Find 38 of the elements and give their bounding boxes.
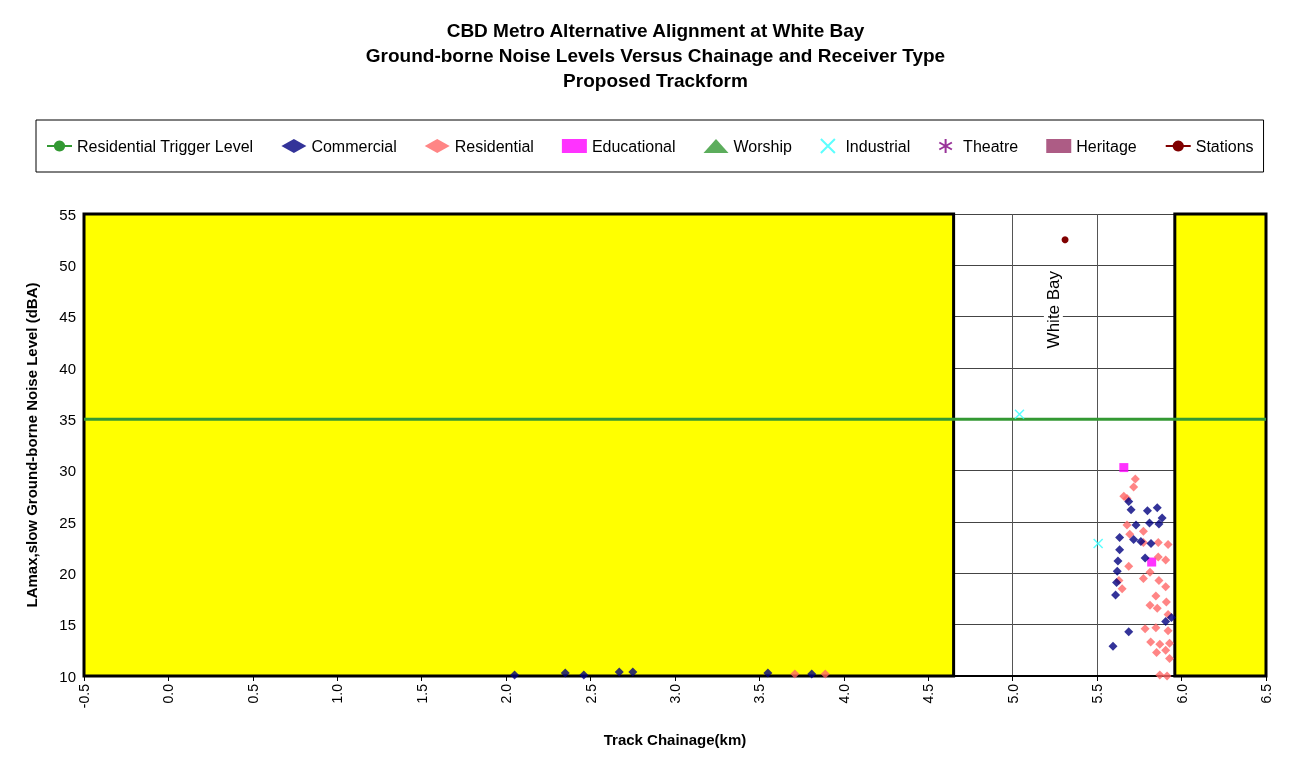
x-axis-title: Track Chainage(km)	[603, 731, 747, 748]
y-tick-label: 55	[59, 205, 76, 223]
x-tick-label: 1.5	[413, 683, 430, 704]
legend-label: Worship	[733, 137, 792, 155]
x-tick-label: -0.5	[76, 683, 92, 709]
y-tick-label: 50	[59, 256, 76, 274]
y-tick-label: 15	[59, 616, 76, 634]
y-tick-label: 25	[59, 513, 76, 531]
x-tick-label: 3.0	[667, 683, 683, 704]
y-tick-label: 10	[59, 667, 76, 685]
y-tick-label: 40	[59, 359, 76, 377]
y-tick-label: 35	[59, 410, 76, 428]
y-axis-title: LAmax,slow Ground-borne Noise Level (dBA)	[23, 282, 40, 608]
legend-label: Commercial	[311, 137, 397, 155]
y-tick-label: 45	[59, 308, 76, 326]
legend-label: Theatre	[963, 137, 1019, 155]
x-tick-label: 5.0	[1004, 683, 1021, 704]
x-tick-label: 2.0	[498, 683, 515, 704]
x-tick-label: 3.5	[751, 683, 768, 704]
y-tick-label: 20	[59, 564, 76, 582]
legend-label: Residential	[454, 137, 534, 155]
x-tick-label: 6.5	[1258, 683, 1274, 704]
x-tick-label: 0.0	[160, 683, 177, 704]
legend-label: Educational	[591, 137, 676, 155]
x-tick-label: 2.5	[582, 683, 599, 704]
x-tick-label: 4.0	[835, 683, 852, 704]
x-tick-label: 0.5	[244, 683, 261, 704]
x-tick-label: 5.5	[1089, 683, 1106, 704]
y-tick-label: 30	[59, 462, 76, 480]
legend-label: Stations	[1195, 137, 1254, 155]
annotation: White Bay	[1043, 270, 1063, 349]
legend-label: Industrial	[845, 137, 911, 155]
legend-label: Heritage	[1076, 137, 1137, 155]
x-tick-label: 6.0	[1173, 683, 1190, 704]
x-tick-label: 1.0	[329, 683, 346, 704]
legend-label: Residential Trigger Level	[77, 137, 254, 155]
x-tick-label: 4.5	[920, 683, 937, 704]
chart-title: CBD Metro Alternative Alignment at White Bay Ground-borne Noise Levels Versus Chainage and Receiver Type Proposed Trackform	[365, 20, 946, 91]
